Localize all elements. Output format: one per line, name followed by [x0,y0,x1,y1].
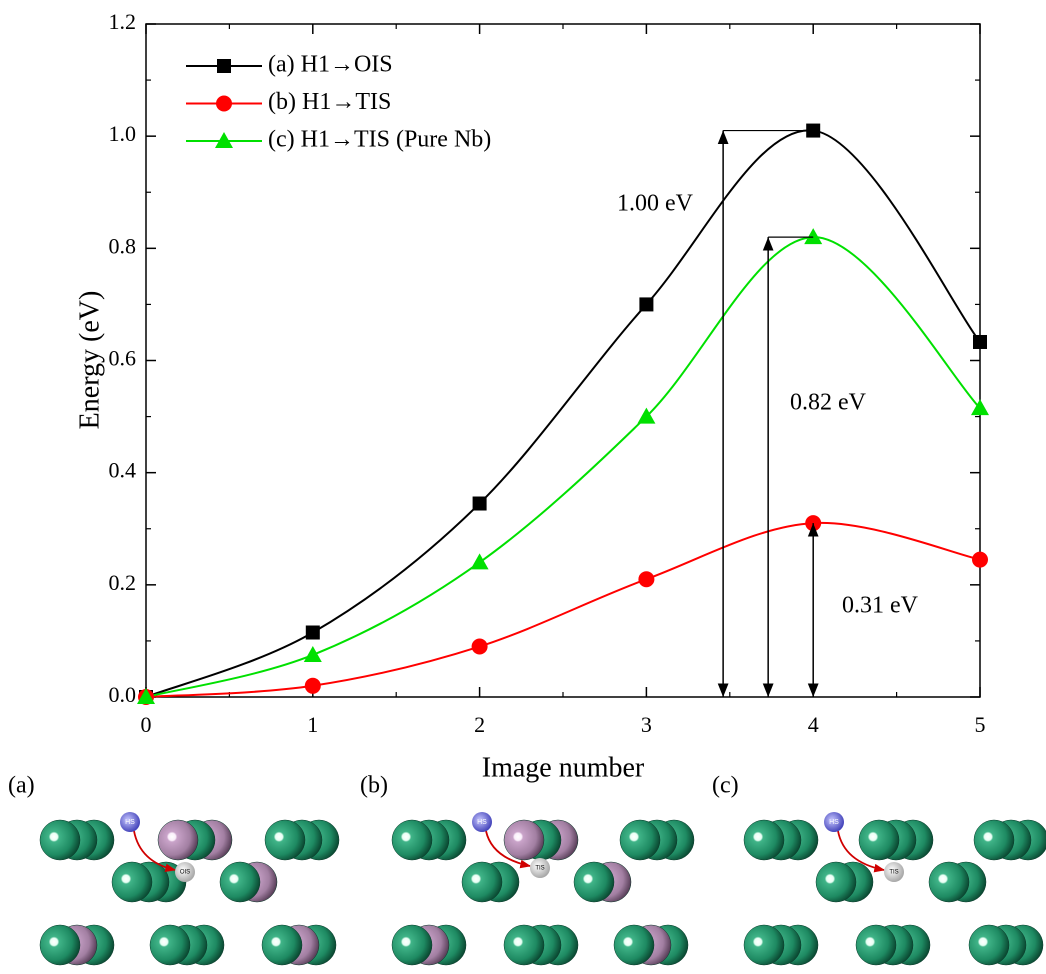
data-point [216,95,232,112]
data-point [215,132,233,148]
data-point [305,625,320,640]
y-tick-label: 0.0 [109,682,137,707]
y-tick-label: 0.6 [109,346,137,371]
data-point [971,399,989,416]
atom [39,819,81,861]
h-atom-end [175,862,195,882]
data-point [638,571,655,588]
start-label: HS [477,819,487,826]
data-point [304,677,321,694]
panel-label: (c) [712,773,739,799]
h-atom-start [472,812,492,832]
start-label: HS [125,819,135,826]
panel-label: (a) [8,773,35,799]
h-atom-start [824,812,844,832]
x-tick-label: 0 [141,712,152,737]
y-tick-label: 1.2 [109,9,137,34]
atom [264,819,306,861]
atom [619,819,661,861]
y-tick-label: 0.2 [109,570,137,595]
y-tick-label: 0.4 [109,458,137,483]
data-point [973,334,987,349]
atom [743,924,785,966]
atom [613,924,655,966]
structure-panel: (c) HS TIS [712,773,1046,966]
atom [858,819,900,861]
y-tick-label: 1.0 [109,121,137,146]
atom [503,819,545,861]
structure-panel: (a) HS OIS [8,773,340,966]
legend-label: (b) H1→TIS [268,89,391,115]
data-point [637,407,656,424]
end-label: OIS [180,870,190,876]
data-point [972,551,988,568]
atom [503,924,545,966]
structure-panel: (b) HS TIS [360,773,695,966]
atom [391,924,433,966]
end-label: TIS [889,870,898,876]
legend-label: (c) H1→TIS (Pure Nb) [268,127,491,153]
data-point [137,688,155,704]
h-atom-start [120,812,140,832]
atom [461,861,503,903]
series-line [145,521,981,698]
annotation-label: 0.82 eV [790,390,867,416]
h-atom-end [530,858,550,878]
atom [973,819,1015,861]
atom [111,861,153,903]
data-point [471,638,488,655]
data-point [804,228,823,245]
migration-arrow [837,830,886,873]
atom [391,819,433,861]
y-axis-label: Energy (eV) [74,291,105,430]
atom [39,924,81,966]
atom [743,819,785,861]
x-axis-label: Image number [482,752,645,783]
legend-label: (a) H1→OIS [268,52,393,78]
x-tick-label: 2 [474,712,485,737]
annotation-label: 1.00 eV [617,191,694,217]
atom [815,861,857,903]
data-point [470,553,489,570]
panel-label: (b) [360,773,388,799]
data-point [472,496,487,511]
atom [219,861,261,903]
end-label: TIS [535,866,544,872]
atom [149,924,191,966]
x-tick-label: 1 [307,712,318,737]
data-point [639,297,654,312]
series-line [145,236,981,698]
atom [157,819,199,861]
migration-arrow [133,830,177,873]
atom [968,924,1010,966]
x-tick-label: 4 [808,712,819,737]
data-point [217,59,231,73]
x-tick-label: 5 [975,712,986,737]
data-point [303,645,322,662]
migration-arrow [485,830,532,869]
atom [855,924,897,966]
y-tick-label: 0.8 [109,233,137,258]
atom [261,924,303,966]
h-atom-end [884,862,904,882]
annotation-label: 0.31 eV [842,593,919,619]
atom [928,861,970,903]
atom [573,861,615,903]
start-label: HS [829,819,839,826]
x-tick-label: 3 [641,712,652,737]
